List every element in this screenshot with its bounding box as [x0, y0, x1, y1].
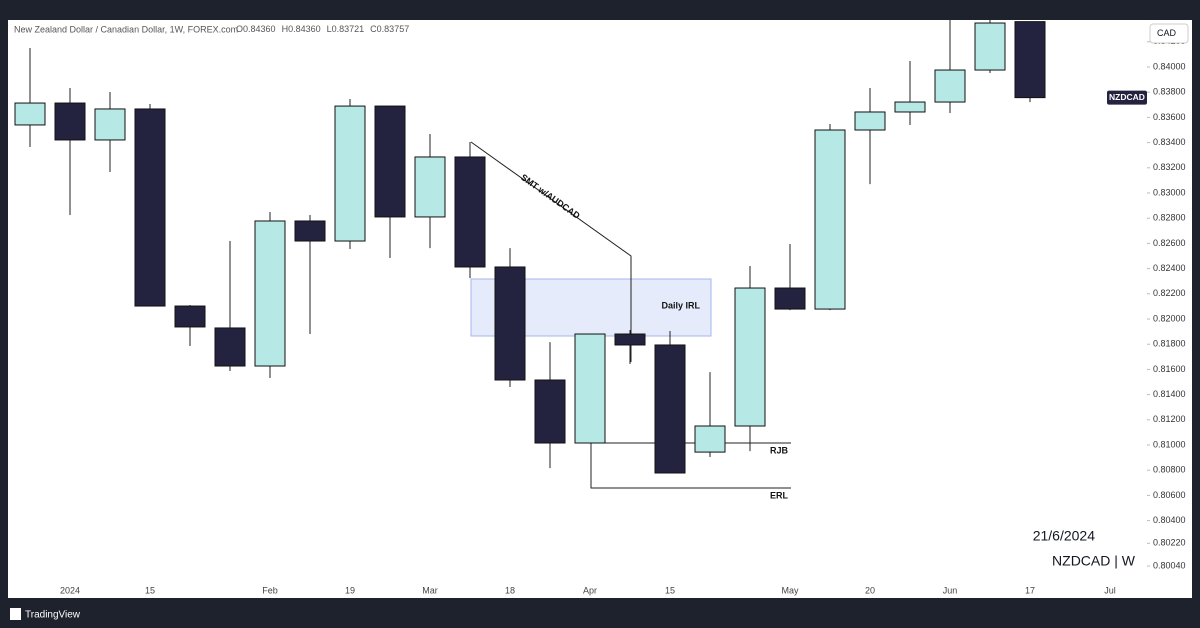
ohlc-key: H	[282, 24, 289, 34]
candle-body	[374, 105, 406, 218]
candle-body	[334, 105, 366, 242]
y-tick-label: 0.80400	[1153, 515, 1186, 525]
candle-body	[934, 69, 966, 103]
candle-body	[134, 108, 166, 307]
candle-body	[694, 425, 726, 453]
candle-body	[54, 102, 86, 141]
y-tick-label: 0.80800	[1153, 465, 1186, 475]
y-tick-label: 0.82000	[1153, 313, 1186, 323]
chart-title: New Zealand Dollar / Canadian Dollar, 1W…	[14, 24, 238, 34]
ohlc-key: O	[236, 24, 243, 34]
currency: CAD	[1157, 28, 1177, 38]
candle-body	[774, 287, 806, 310]
y-tick-label: 0.84000	[1153, 61, 1186, 71]
candle-body	[614, 333, 646, 346]
x-tick-label: 15	[665, 585, 675, 595]
candle-body	[734, 287, 766, 427]
y-tick-label: 0.83600	[1153, 112, 1186, 122]
y-tick-label: 0.82600	[1153, 238, 1186, 248]
watermark-date: 21/6/2024	[1033, 528, 1095, 544]
candle-body	[1014, 21, 1046, 99]
y-tick-label: 0.80600	[1153, 490, 1186, 500]
y-tick-label: 0.83000	[1153, 187, 1186, 197]
candle-body	[294, 220, 326, 242]
candle-body	[254, 220, 286, 367]
candle-body	[974, 22, 1006, 71]
erl-line	[590, 443, 791, 489]
currency-box[interactable]	[1149, 23, 1189, 44]
ohlc-key: C	[370, 24, 377, 34]
erl-label: ERL	[770, 490, 789, 500]
candle-body	[174, 305, 206, 328]
candle-body	[574, 333, 606, 444]
x-tick-label: Mar	[422, 585, 438, 595]
brand: TradingView	[25, 610, 81, 621]
candle-body	[14, 102, 46, 126]
candle-body	[894, 101, 926, 113]
y-tick-label: 0.81200	[1153, 414, 1186, 424]
x-tick-label: 20	[865, 585, 875, 595]
candle-body	[454, 156, 486, 268]
y-tick-label: 0.81400	[1153, 389, 1186, 399]
y-tick-label: 0.82800	[1153, 213, 1186, 223]
price-label-box	[1107, 90, 1147, 105]
price-label: NZDCAD	[1109, 92, 1145, 102]
x-tick-label: 15	[145, 585, 155, 595]
ohlc-value: 0.83721	[332, 24, 365, 34]
watermark-symbol: NZDCAD | W	[1052, 553, 1136, 569]
ohlc-value: 0.84360	[243, 24, 276, 34]
candle-body	[494, 266, 526, 381]
x-tick-label: Feb	[262, 585, 278, 595]
y-tick-label: 0.80040	[1153, 560, 1186, 570]
x-tick-label: 2024	[60, 585, 80, 595]
candle-body	[414, 156, 446, 218]
candle-body	[214, 327, 246, 367]
y-tick-label: 0.81600	[1153, 364, 1186, 374]
y-tick-label: 0.82400	[1153, 263, 1186, 273]
brand-logo	[10, 608, 21, 620]
smt-line	[470, 141, 632, 362]
x-tick-label: Apr	[583, 585, 597, 595]
candle-body	[534, 379, 566, 444]
candle-body	[814, 129, 846, 310]
y-tick-label: 0.83800	[1153, 87, 1186, 97]
y-tick-label: 0.80220	[1153, 538, 1186, 548]
candle-body	[854, 111, 886, 131]
irl-label: Daily IRL	[661, 300, 700, 310]
x-tick-label: Jun	[943, 585, 958, 595]
ohlc-value: 0.84360	[288, 24, 321, 34]
rjb-label: RJB	[770, 445, 789, 455]
y-tick-label: 0.81800	[1153, 339, 1186, 349]
y-tick-label: 0.83200	[1153, 162, 1186, 172]
y-tick-label: 0.81000	[1153, 439, 1186, 449]
x-tick-label: 19	[345, 585, 355, 595]
candle-body	[94, 108, 126, 141]
ohlc-key: L	[327, 24, 332, 34]
y-tick-label: 0.82200	[1153, 288, 1186, 298]
x-tick-label: 17	[1025, 585, 1035, 595]
ohlc-legend: O0.84360 H0.84360 L0.83721 C0.83757	[236, 24, 409, 34]
candle-body	[654, 344, 686, 474]
x-tick-label: May	[781, 585, 799, 595]
x-tick-label: 18	[505, 585, 515, 595]
x-tick-label: Jul	[1104, 585, 1116, 595]
ohlc-value: 0.83757	[377, 24, 410, 34]
y-tick-label: 0.83400	[1153, 137, 1186, 147]
